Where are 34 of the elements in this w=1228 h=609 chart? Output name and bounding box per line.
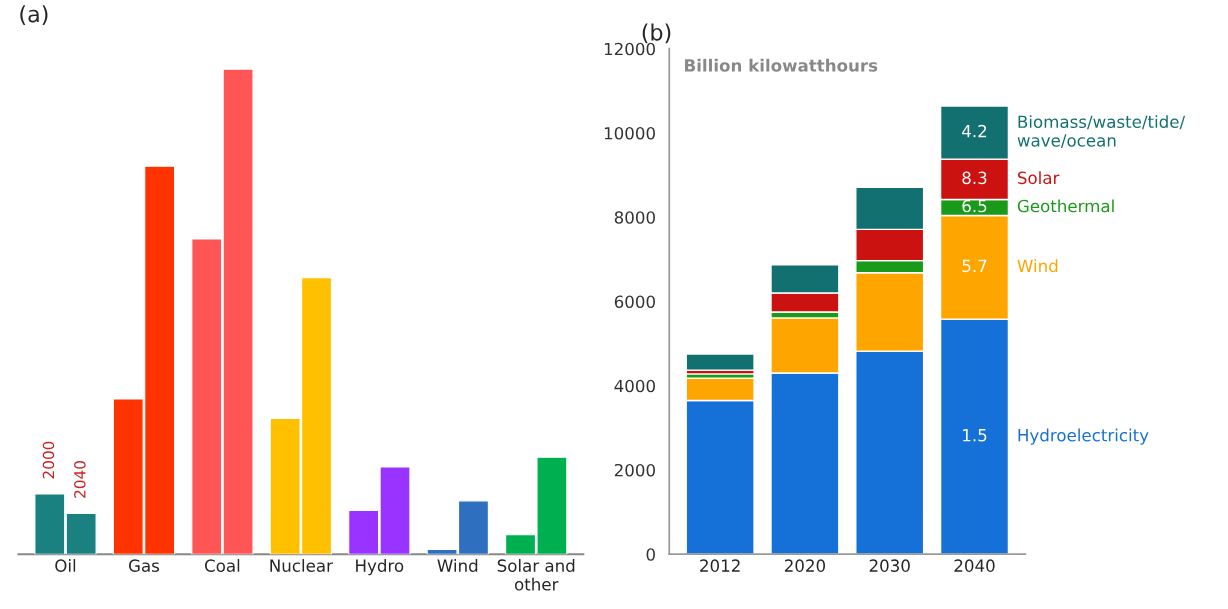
y-tick-label: 2000	[614, 463, 655, 477]
annotation: 4.2	[962, 124, 987, 138]
series-label: Wind	[1017, 259, 1058, 273]
y-axis-title: Billion kilowatthours	[685, 58, 878, 72]
chart-title: (a)	[20, 5, 48, 26]
annotation: 6.5	[962, 199, 987, 213]
y-tick-label: 6000	[614, 295, 655, 309]
y-tick-label: 8000	[614, 211, 655, 224]
chart-title: (b)	[642, 23, 671, 44]
bar	[685, 353, 755, 371]
series-label: Geothermal	[1017, 199, 1114, 213]
x-tick-label: Wind	[437, 559, 478, 572]
x-tick-label: Solar and other	[497, 559, 575, 591]
y-tick-label: 10000	[604, 126, 655, 140]
y-tick-label: 12000	[604, 42, 655, 56]
x-tick-label: Gas	[128, 559, 160, 572]
series-label: Biomass/waste/tide/ wave/ocean	[1017, 115, 1186, 149]
x-tick-label: 2020	[784, 559, 826, 572]
x-tick-label: Coal	[205, 559, 240, 572]
x-tick-label: 2040	[954, 559, 995, 572]
text: 2000	[42, 441, 55, 479]
x-tick-label: 2012	[700, 559, 740, 572]
y-tick-label: 0	[646, 548, 655, 561]
annotation: 8.3	[962, 171, 987, 185]
text: 2040	[74, 461, 86, 498]
y-tick-label: 4000	[614, 379, 655, 393]
x-tick-label: Nuclear	[270, 559, 333, 572]
series-label: Hydroelectricity	[1018, 428, 1149, 445]
annotation: 1.5	[963, 429, 987, 442]
x-tick-label: Oil	[55, 559, 76, 572]
x-tick-label: Hydro	[356, 559, 404, 576]
series-label: Solar	[1018, 171, 1060, 185]
annotation: 5.7	[962, 259, 987, 273]
x-tick-label: 2030	[869, 559, 910, 572]
